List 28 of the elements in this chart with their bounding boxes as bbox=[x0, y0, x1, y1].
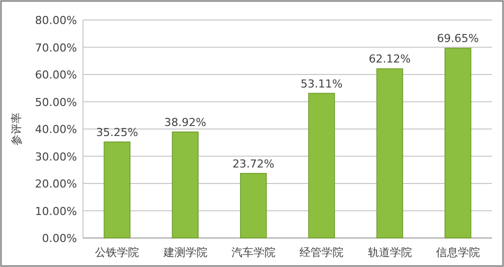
data-label: 23.72% bbox=[232, 157, 274, 170]
y-tick-label: 80.00% bbox=[35, 14, 77, 27]
x-tick-label: 公铁学院 bbox=[95, 246, 140, 259]
data-label: 69.65% bbox=[436, 32, 479, 46]
bar bbox=[376, 68, 404, 238]
x-tick-label: 轨道学院 bbox=[368, 246, 412, 259]
bar bbox=[240, 172, 267, 238]
data-label: 35.25% bbox=[96, 126, 138, 139]
x-tick-label: 经管学院 bbox=[300, 246, 344, 259]
y-tick-label: 0.00% bbox=[42, 232, 77, 245]
x-tick-label: 信息学院 bbox=[436, 246, 480, 259]
y-tick-label: 70.00% bbox=[35, 41, 77, 54]
x-tick-label: 建测学院 bbox=[162, 246, 208, 259]
y-tick-label: 10.00% bbox=[35, 204, 77, 218]
y-tick-label: 20.00% bbox=[35, 178, 77, 190]
bar bbox=[104, 142, 130, 238]
y-tick-label: 30.00% bbox=[35, 150, 77, 164]
data-label: 53.11% bbox=[300, 77, 343, 90]
y-axis-title: 参评率 bbox=[10, 112, 23, 146]
y-tick-label: 50.00% bbox=[35, 96, 77, 109]
bar bbox=[444, 48, 472, 238]
y-tick-label: 60.00% bbox=[35, 68, 77, 82]
x-tick-label: 汽车学院 bbox=[231, 246, 276, 259]
y-tick-label: 40.00% bbox=[35, 123, 77, 136]
data-label: 62.12% bbox=[368, 52, 411, 66]
data-label: 38.92% bbox=[164, 116, 206, 129]
bar bbox=[172, 132, 199, 238]
bar bbox=[308, 92, 335, 238]
